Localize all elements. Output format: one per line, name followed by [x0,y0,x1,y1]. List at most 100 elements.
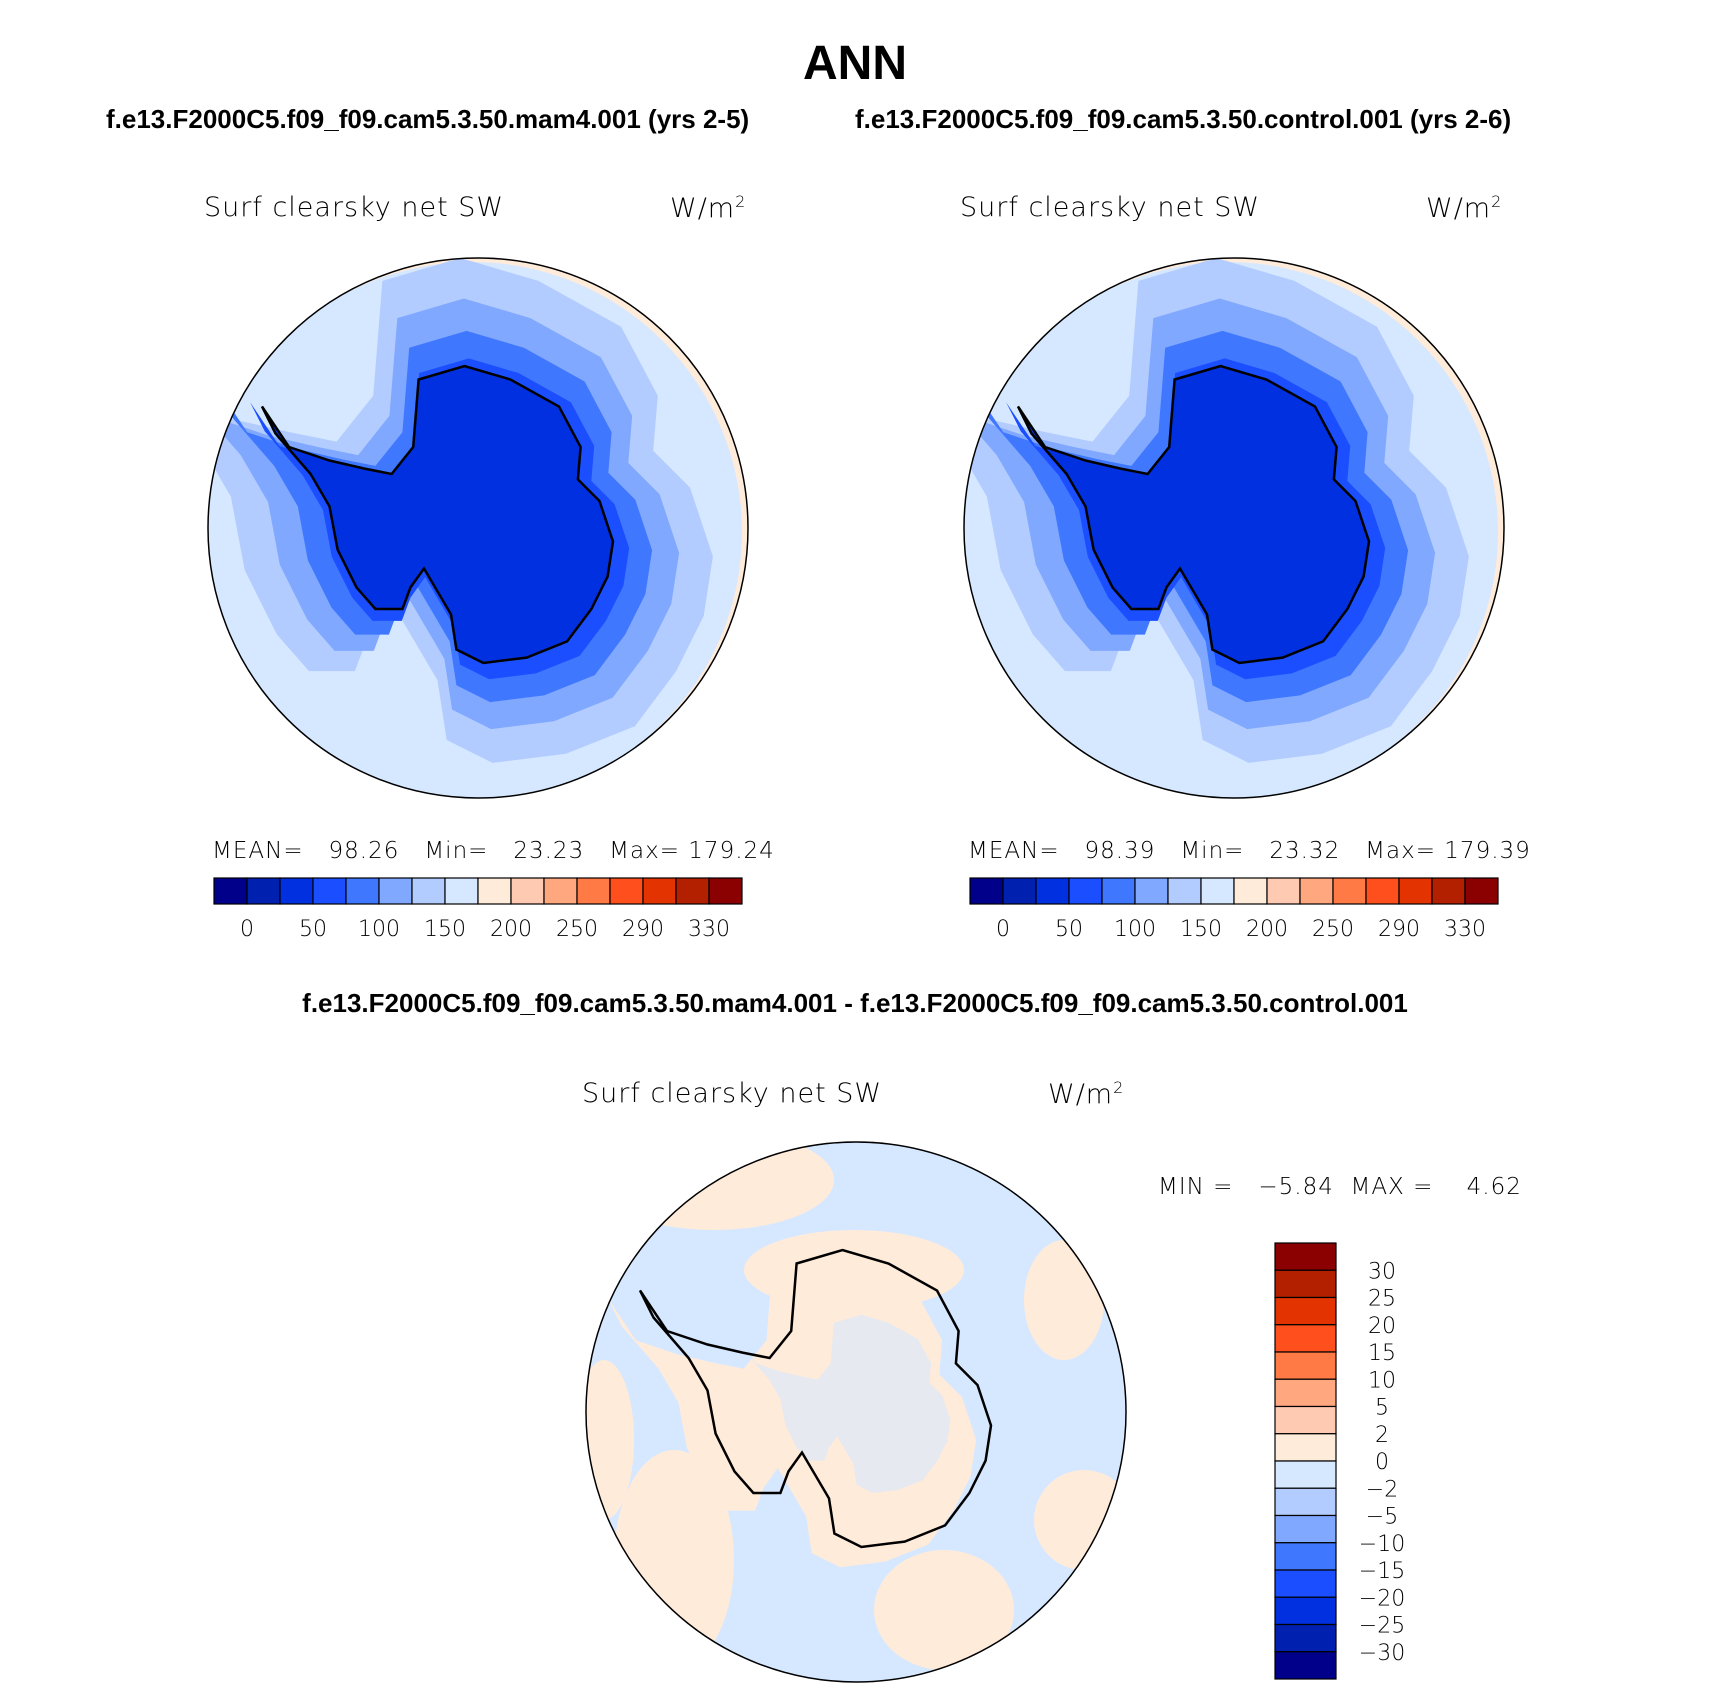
colorbar-box [1035,877,1070,905]
colorbar-box [1274,1351,1337,1380]
positive-region [1024,1240,1104,1360]
colorbar-box [1274,1296,1337,1326]
colorbar-box [246,877,281,905]
colorbar-tick-label: 10 [1368,1368,1396,1393]
colorbar-box [477,877,512,905]
mean-value: 98.39 [1084,838,1156,864]
colorbar-tick-label: −2 [1366,1477,1398,1502]
min-label: Min= [1180,838,1245,864]
min-value: −5.84 [1258,1174,1334,1200]
colorbar-box [1332,877,1367,905]
colorbar-tick-label: 250 [1312,917,1354,942]
subtitle-right: f.e13.F2000C5.f09_f09.cam5.3.50.control.… [855,104,1512,134]
colorbar-box [1274,1651,1337,1680]
subtitle-left: f.e13.F2000C5.f09_f09.cam5.3.50.mam4.001… [106,104,750,134]
min-label: MIN = [1158,1174,1234,1200]
diff-map [585,1141,1127,1683]
colorbar-tick-label: 290 [1378,917,1420,942]
colorbar-box [969,877,1004,905]
positive-region [874,1550,1014,1670]
min-value: 23.32 [1269,838,1341,864]
continent-fill [262,366,613,663]
colorbar-box [1431,877,1466,905]
colorbar-box [1274,1269,1337,1299]
colorbar-box [378,877,413,905]
coastline [638,1248,993,1549]
colorbar-tick-label: −10 [1359,1532,1405,1557]
colorbar-box [708,877,743,905]
panel2-units: W/m2 [1426,192,1503,224]
colorbar-box [1274,1623,1337,1653]
colorbar-box [543,877,578,905]
map-fill [586,1142,1126,1682]
panel3-variable: Surf clearsky net SW [582,1078,883,1109]
colorbar-box [444,877,479,905]
colorbar-tick-label: 250 [556,917,598,942]
colorbar-tick-label: −20 [1359,1586,1405,1611]
colorbar-tick-label: 20 [1368,1314,1396,1339]
map-fill [964,258,1504,798]
mean-label: MEAN= [968,838,1060,864]
colorbar-tick-label: −15 [1359,1559,1405,1584]
panel2-variable: Surf clearsky net SW [960,192,1261,223]
colorbar-box [345,877,380,905]
colorbar-box [510,877,545,905]
colorbar-box [1274,1405,1337,1435]
map-boundary [963,257,1505,799]
colorbar-tick-label: 0 [240,917,254,942]
colorbar-box [1274,1569,1337,1598]
panel1-map [207,257,749,799]
colorbar-box [1365,877,1400,905]
colorbar-tick-label: 290 [622,917,664,942]
positive-region [586,1360,634,1520]
panel3-stats: MIN = −5.84 MAX = 4.62 [1158,1174,1522,1200]
colorbar-tick-label: 25 [1368,1287,1396,1312]
colorbar-tick-label: −30 [1359,1641,1405,1666]
colorbar-box [675,877,710,905]
mean-value: 98.26 [328,838,400,864]
colorbar-box [1274,1378,1337,1408]
min-label: Min= [424,838,489,864]
panel1-variable: Surf clearsky net SW [204,192,505,223]
max-label: Max= [1365,838,1436,864]
colorbar-box [1274,1460,1337,1489]
colorbar-box [1274,1324,1337,1353]
colorbar-box [1101,877,1136,905]
colorbar-tick-label: 0 [996,917,1010,942]
colorbar-tick-label: 50 [1055,917,1083,942]
max-value: 4.62 [1466,1174,1522,1200]
colorbar-box [1274,1242,1337,1271]
colorbar-box [1068,877,1103,905]
diff-subtitle: f.e13.F2000C5.f09_f09.cam5.3.50.mam4.001… [302,988,1408,1018]
panel3-units: W/m2 [1048,1078,1125,1110]
colorbar-box [1274,1596,1337,1626]
max-value: 179.24 [688,838,775,864]
coastline [1016,364,1371,665]
colorbar-box [1299,877,1334,905]
colorbar-box [1266,877,1301,905]
colorbar-box [1274,1514,1337,1544]
colorbar-box [576,877,611,905]
colorbar-box [609,877,644,905]
colorbar-box [411,877,446,905]
colorbar-box [1200,877,1235,905]
figure-title: ANN [803,37,907,90]
colorbar-box [1274,1542,1337,1571]
max-label: MAX = [1350,1174,1434,1200]
max-label: Max= [609,838,680,864]
colorbar-box [213,877,248,905]
colorbar-box [1398,877,1433,905]
mean-label: MEAN= [212,838,304,864]
positive-region [594,1142,834,1230]
colorbar-tick-label: 100 [358,917,400,942]
colorbar-tick-label: 2 [1375,1423,1389,1448]
colorbar-tick-label: 30 [1368,1259,1396,1284]
colorbar-tick-label: 50 [299,917,327,942]
colorbar-box [1274,1487,1337,1517]
colorbar-tick-label: 150 [1180,917,1222,942]
colorbar-tick-label: −25 [1359,1614,1405,1639]
colorbar-box [1233,877,1268,905]
colorbar-tick-label: 150 [424,917,466,942]
colorbar-tick-label: 200 [1246,917,1288,942]
panel1-colorbar: 0 50 100 150 200 250 290 330 [213,877,743,942]
